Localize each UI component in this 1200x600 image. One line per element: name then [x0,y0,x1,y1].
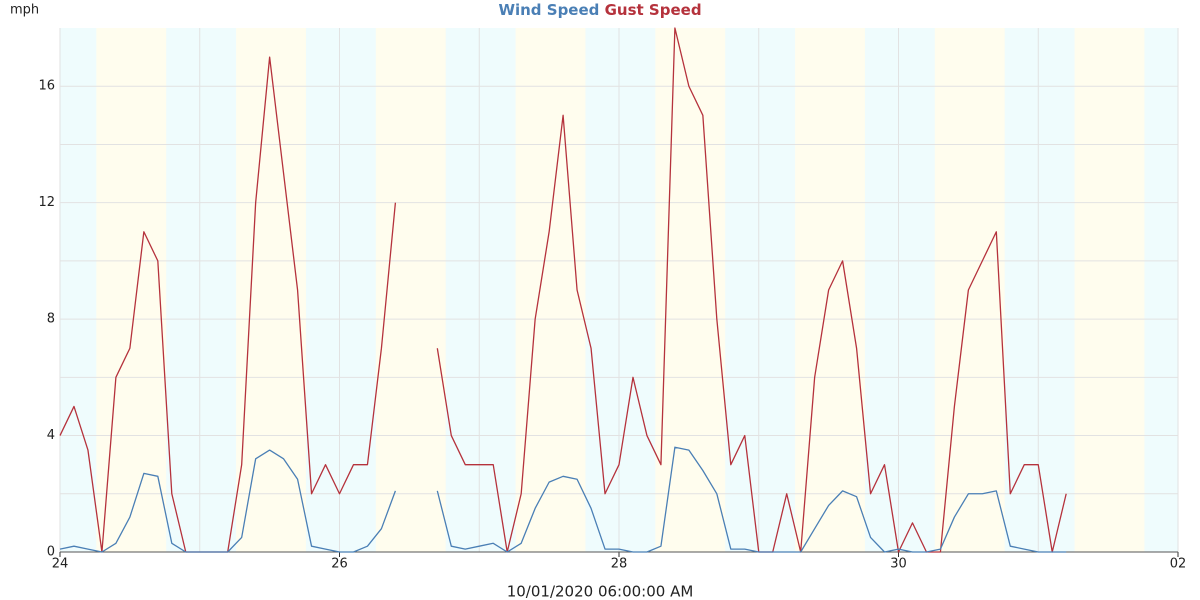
x-axis-label: 10/01/2020 06:00:00 AM [507,583,694,600]
legend-entry[interactable]: Wind Speed [498,1,599,19]
x-tick-label: 26 [331,557,348,572]
day-band [236,28,306,552]
x-tick-label: 02 [1170,557,1187,572]
day-band [375,28,446,552]
series-line [59,446,1067,553]
day-band [934,28,1005,552]
day-band [96,28,167,552]
day-band [795,28,865,552]
day-band [515,28,586,552]
x-tick-label: 30 [890,557,907,572]
y-tick-label: 4 [47,428,55,443]
x-tick-label: 28 [611,557,628,572]
legend-entry[interactable]: Gust Speed [605,1,702,19]
y-axis-label: mph [10,3,39,18]
y-tick-label: 16 [38,79,55,94]
y-tick-label: 8 [47,312,55,327]
y-tick-label: 0 [47,545,55,560]
x-tick-label: 24 [52,557,69,572]
day-band [1074,28,1145,552]
y-tick-label: 12 [38,195,55,210]
legend: Wind Speed Gust Speed [498,1,701,19]
